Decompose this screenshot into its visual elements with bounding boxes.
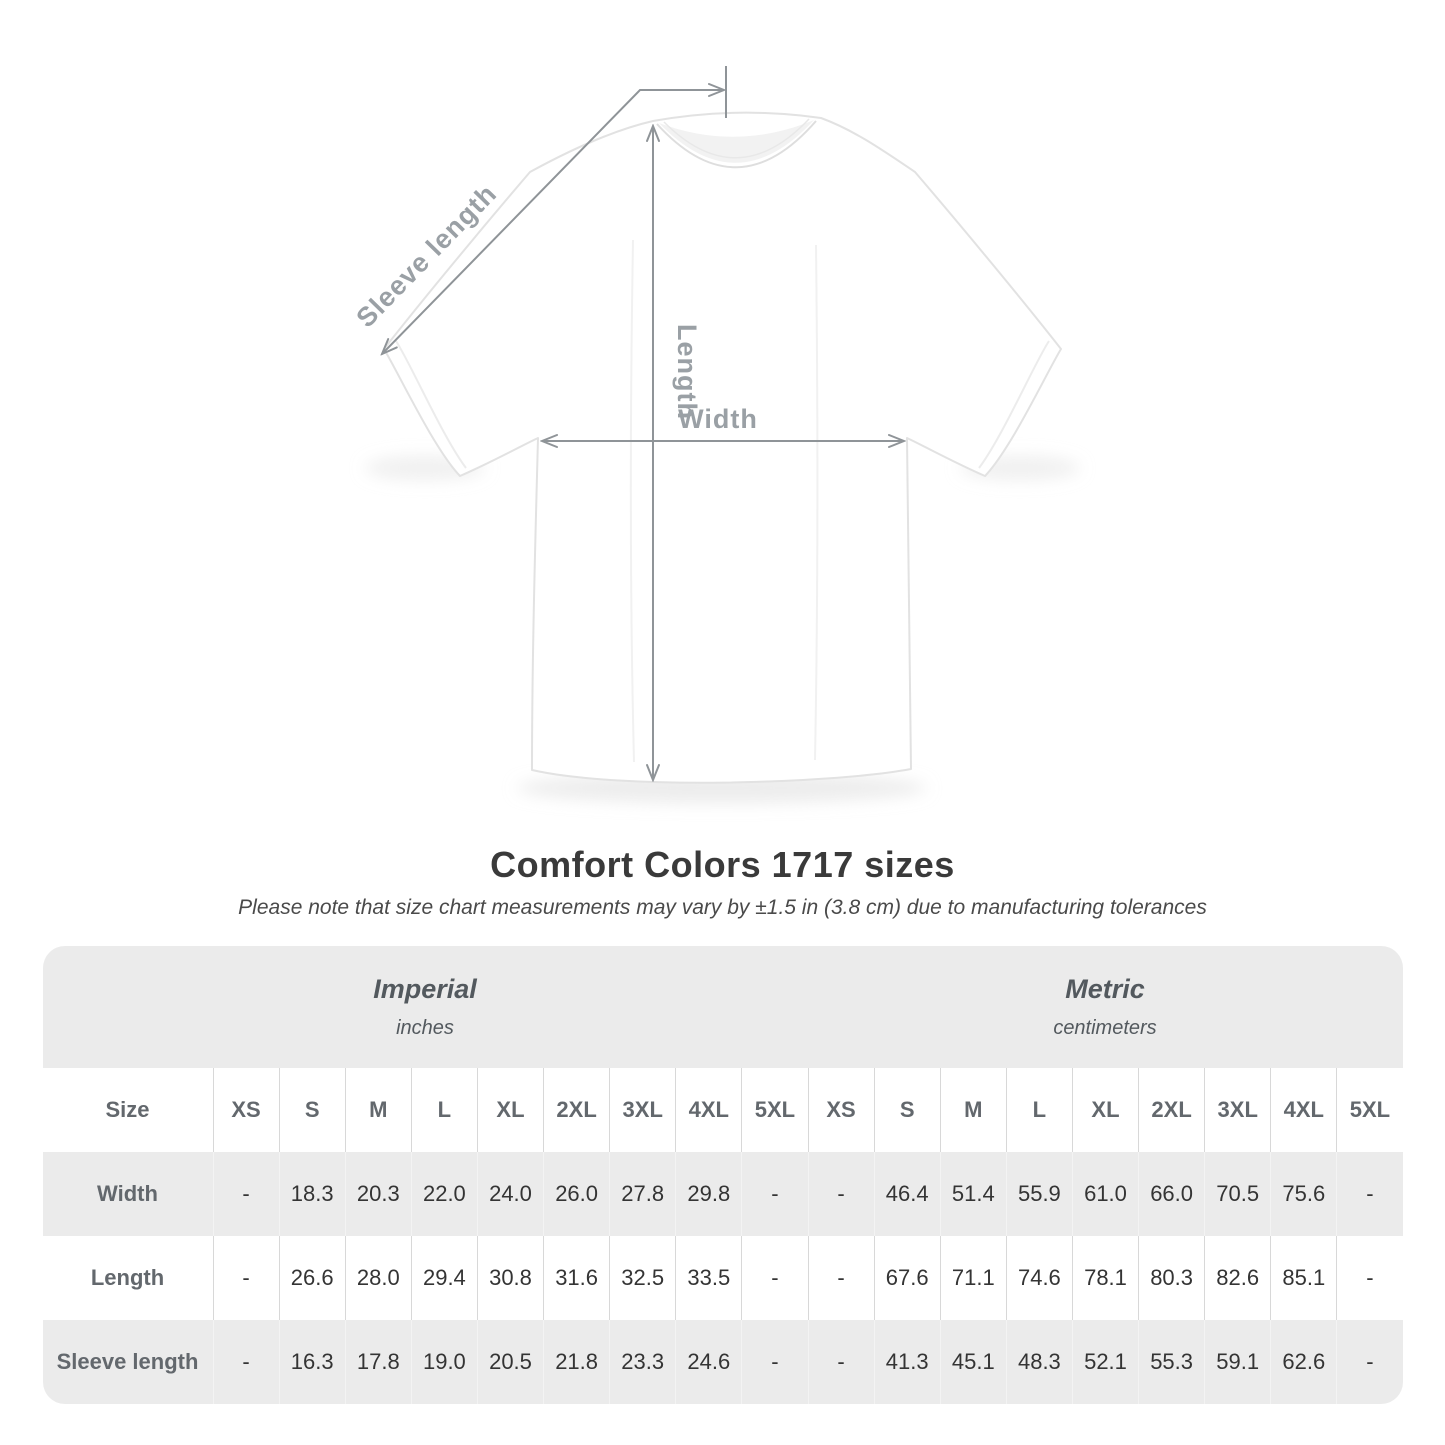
value-cell: - <box>1336 1320 1402 1404</box>
units-header-row: Imperial inches Metric centimeters <box>42 946 1403 1068</box>
value-cell: 75.6 <box>1270 1152 1336 1236</box>
value-cell: - <box>807 1152 874 1236</box>
row-label: Length <box>90 1265 165 1290</box>
value-cell: - <box>807 1320 874 1404</box>
column-header-imperial-4xl: 4XL <box>675 1068 741 1152</box>
length-label: Length <box>672 324 702 420</box>
value-cell: 20.5 <box>476 1320 543 1404</box>
value-cell: 82.6 <box>1204 1236 1270 1320</box>
value-cell: 29.8 <box>675 1152 741 1236</box>
value-cell: 46.4 <box>873 1152 940 1236</box>
value-cell: 71.1 <box>939 1236 1006 1320</box>
column-header-imperial-m: M <box>344 1068 411 1152</box>
sleeve-length-arrow <box>382 90 724 354</box>
value-cell: 20.3 <box>344 1152 411 1236</box>
value-cell: 23.3 <box>609 1320 675 1404</box>
value-cell: 45.1 <box>939 1320 1006 1404</box>
tshirt-right-sleeve-seam <box>978 340 1050 469</box>
size-column-header: Size <box>105 1097 150 1122</box>
value-cell: - <box>741 1236 807 1320</box>
width-label: Width <box>678 404 758 434</box>
data-row-length: Length -26.6 28.0 29.4 30.8 31.6 32.5 33.5- -67.… <box>42 1236 1403 1320</box>
value-cell: 52.1 <box>1071 1320 1138 1404</box>
value-cell: 28.0 <box>344 1236 411 1320</box>
value-cell: 32.5 <box>609 1236 675 1320</box>
value-cell: 17.8 <box>344 1320 411 1404</box>
column-header-metric-l: L <box>1005 1068 1072 1152</box>
value-cell: 55.3 <box>1138 1320 1204 1404</box>
group-unit: centimeters <box>1053 1017 1157 1039</box>
value-cell: 26.0 <box>543 1152 609 1236</box>
value-cell: 61.0 <box>1071 1152 1138 1236</box>
value-cell: 24.6 <box>675 1320 741 1404</box>
page-title: Comfort Colors 1717 sizes <box>490 844 955 885</box>
value-cell: 48.3 <box>1005 1320 1072 1404</box>
column-header-metric-4xl: 4XL <box>1270 1068 1336 1152</box>
value-cell: 67.6 <box>873 1236 940 1320</box>
tshirt-diagram: Sleeve length Length Width <box>350 66 1080 803</box>
row-label: Sleeve length <box>56 1349 199 1374</box>
value-cell: 19.0 <box>410 1320 477 1404</box>
value-cell: 62.6 <box>1270 1320 1336 1404</box>
column-header-metric-xs: XS <box>807 1068 874 1152</box>
row-label: Width <box>97 1181 158 1206</box>
group-header-metric: Metric centimeters <box>808 946 1403 1068</box>
value-cell: - <box>212 1236 279 1320</box>
column-header-metric-m: M <box>939 1068 1006 1152</box>
measurement-annotations <box>382 66 904 780</box>
value-cell: - <box>741 1152 807 1236</box>
group-header-imperial: Imperial inches <box>43 946 808 1068</box>
value-cell: 78.1 <box>1071 1236 1138 1320</box>
column-header-metric-2xl: 2XL <box>1138 1068 1204 1152</box>
value-cell: 26.6 <box>278 1236 345 1320</box>
column-header-imperial-xl: XL <box>476 1068 543 1152</box>
value-cell: - <box>212 1152 279 1236</box>
group-unit: inches <box>396 1017 454 1039</box>
column-header-metric-s: S <box>873 1068 940 1152</box>
value-cell: 59.1 <box>1204 1320 1270 1404</box>
value-cell: - <box>1336 1236 1402 1320</box>
group-title: Metric <box>1065 974 1145 1004</box>
value-cell: 85.1 <box>1270 1236 1336 1320</box>
data-row-width: Width -18.3 20.3 22.0 24.0 26.0 27.8 29.8- -46.4… <box>42 1152 1403 1236</box>
column-header-imperial-xs: XS <box>212 1068 279 1152</box>
size-table: Imperial inches Metric centimeters Size XS S M L… <box>42 946 1403 1404</box>
tshirt-figure: Sleeve length Length Width <box>350 66 1080 803</box>
value-cell: 31.6 <box>543 1236 609 1320</box>
value-cell: 80.3 <box>1138 1236 1204 1320</box>
value-cell: 18.3 <box>278 1152 345 1236</box>
value-cell: 74.6 <box>1005 1236 1072 1320</box>
size-header-row: Size XS S M L XL 2XL 3XL 4XL 5XL XS S M L XL 2XL 3XL 4XL 5… <box>42 1068 1403 1152</box>
tshirt-crease-right <box>814 244 819 761</box>
group-title: Imperial <box>373 974 477 1004</box>
value-cell: 30.8 <box>476 1236 543 1320</box>
value-cell: - <box>212 1320 279 1404</box>
value-cell: - <box>741 1320 807 1404</box>
value-cell: 22.0 <box>410 1152 477 1236</box>
column-header-metric-xl: XL <box>1071 1068 1138 1152</box>
value-cell: 55.9 <box>1005 1152 1072 1236</box>
value-cell: 33.5 <box>675 1236 741 1320</box>
value-cell: 24.0 <box>476 1152 543 1236</box>
value-cell: 51.4 <box>939 1152 1006 1236</box>
value-cell: 70.5 <box>1204 1152 1270 1236</box>
value-cell: - <box>1336 1152 1402 1236</box>
value-cell: 27.8 <box>609 1152 675 1236</box>
value-cell: 29.4 <box>410 1236 477 1320</box>
column-header-imperial-3xl: 3XL <box>609 1068 675 1152</box>
value-cell: 41.3 <box>873 1320 940 1404</box>
column-header-imperial-s: S <box>278 1068 345 1152</box>
tolerance-note: Please note that size chart measurements… <box>238 896 1207 919</box>
value-cell: - <box>807 1236 874 1320</box>
column-header-metric-5xl: 5XL <box>1336 1068 1402 1152</box>
column-header-metric-3xl: 3XL <box>1204 1068 1270 1152</box>
value-cell: 66.0 <box>1138 1152 1204 1236</box>
column-header-imperial-5xl: 5XL <box>741 1068 807 1152</box>
column-header-imperial-2xl: 2XL <box>543 1068 609 1152</box>
column-header-imperial-l: L <box>410 1068 477 1152</box>
data-row-sleeve-length: Sleeve length -16.3 17.8 19.0 20.5 21.8 23.3 24… <box>42 1320 1403 1404</box>
value-cell: 21.8 <box>543 1320 609 1404</box>
value-cell: 16.3 <box>278 1320 345 1404</box>
